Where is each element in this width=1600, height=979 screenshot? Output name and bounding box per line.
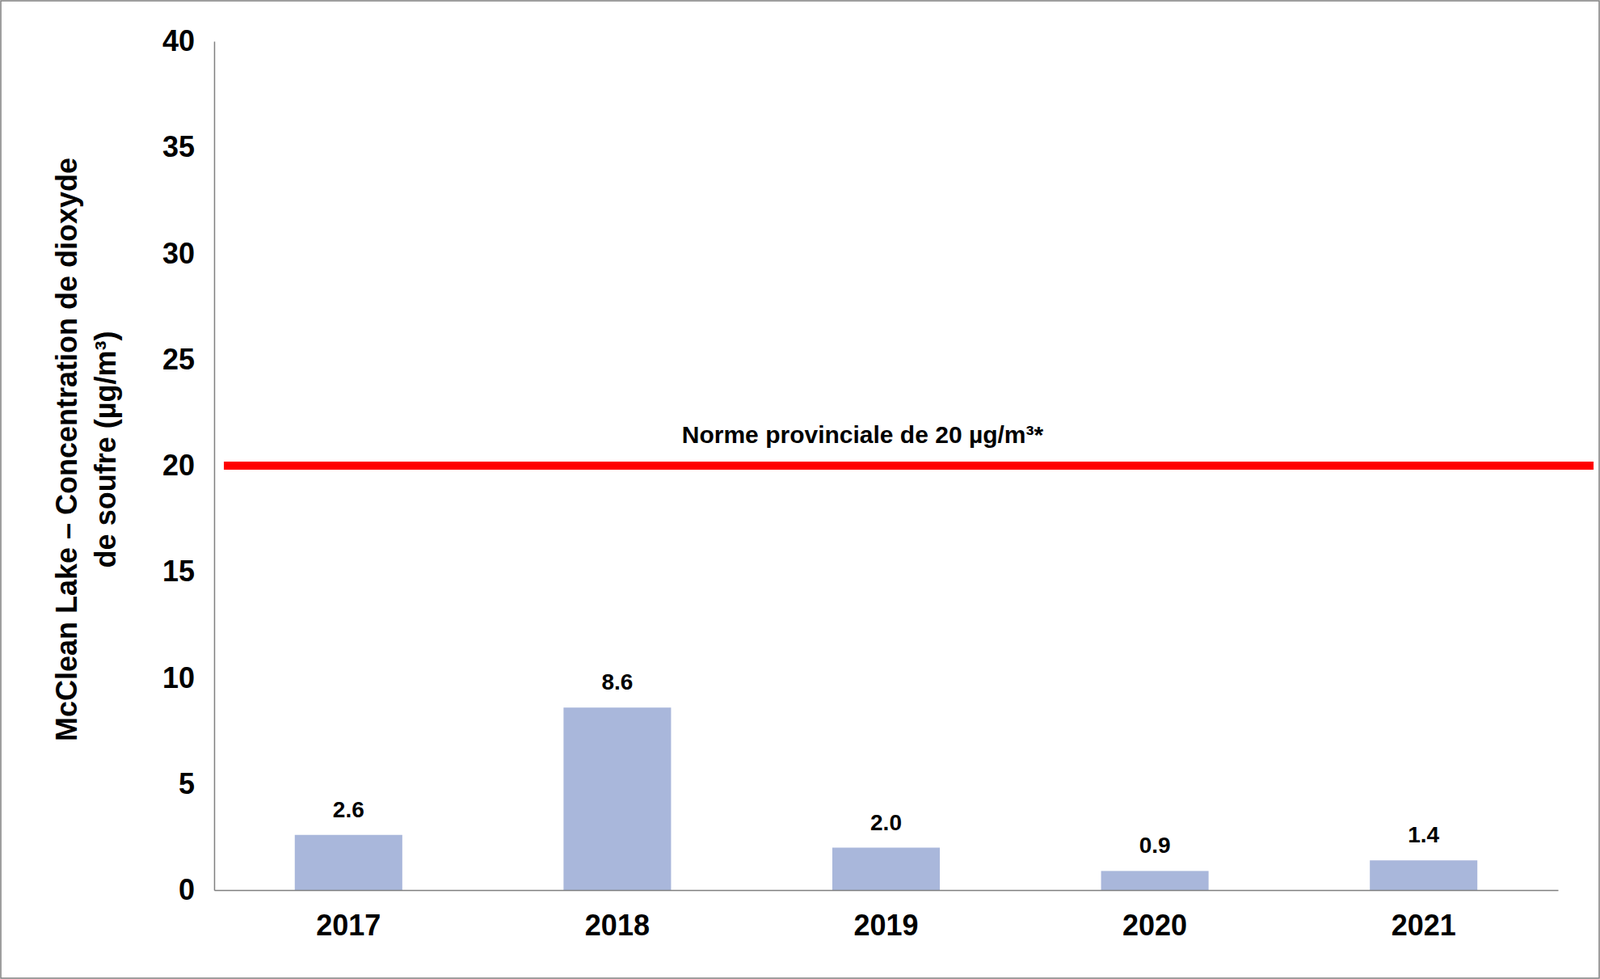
y-tick-label: 10 bbox=[162, 661, 195, 695]
x-tick-label: 2019 bbox=[853, 908, 918, 942]
x-tick-label: 2018 bbox=[585, 908, 650, 942]
y-tick-label: 25 bbox=[162, 342, 195, 376]
y-tick-label: 0 bbox=[178, 872, 195, 906]
y-axis-title: McClean Lake – Concentration de dioxyde bbox=[50, 157, 84, 742]
reference-line bbox=[223, 461, 1594, 470]
y-axis: 0 5 10 15 20 25 30 35 40 bbox=[162, 24, 215, 906]
frame bbox=[0, 0, 1600, 978]
y-tick: 15 bbox=[162, 554, 215, 588]
y-tick: 30 bbox=[162, 236, 215, 270]
bar bbox=[832, 847, 940, 891]
y-axis-title: de soufre (µg/m³) bbox=[88, 331, 123, 569]
x-tick: 2019 bbox=[853, 889, 918, 942]
x-tick-label: 2020 bbox=[1122, 908, 1188, 942]
y-tick: 5 bbox=[178, 766, 215, 800]
y-tick: 40 bbox=[162, 24, 215, 58]
reference-label: Norme provinciale de 20 µg/m³* bbox=[682, 421, 1045, 448]
data-label: 2.0 bbox=[870, 809, 902, 835]
y-tick-label: 35 bbox=[162, 130, 195, 164]
y-tick-label: 15 bbox=[162, 554, 195, 588]
bar bbox=[294, 834, 403, 890]
y-tick-label: 20 bbox=[162, 448, 195, 482]
data-label: 0.9 bbox=[1139, 832, 1171, 858]
x-tick-label: 2017 bbox=[315, 908, 381, 942]
x-axis-line bbox=[214, 889, 1559, 892]
data-label: 8.6 bbox=[601, 669, 633, 695]
bars bbox=[294, 707, 1478, 890]
y-tick: 35 bbox=[162, 130, 215, 164]
data-label: 2.6 bbox=[332, 796, 365, 822]
y-tick: 0 bbox=[178, 872, 215, 906]
data-labels: 2.6 8.6 2.0 0.9 1.4 bbox=[332, 669, 1440, 858]
y-tick: 10 bbox=[162, 661, 215, 695]
bar bbox=[1369, 859, 1478, 890]
x-tick: 2017 bbox=[315, 889, 381, 942]
bar bbox=[563, 707, 671, 890]
y-tick: 20 bbox=[162, 448, 215, 482]
y-tick-label: 30 bbox=[162, 236, 195, 270]
y-tick: 25 bbox=[162, 342, 215, 376]
chart-svg: 0 5 10 15 20 25 30 35 40 2017 2018 2019 2020 2021 2.6 8… bbox=[0, 0, 1600, 979]
y-tick-label: 5 bbox=[178, 766, 195, 800]
x-axis: 2017 2018 2019 2020 2021 bbox=[214, 889, 1559, 942]
bar bbox=[1101, 870, 1209, 890]
x-tick-label: 2021 bbox=[1391, 908, 1457, 942]
data-label: 1.4 bbox=[1407, 821, 1440, 847]
y-axis-line bbox=[214, 42, 216, 891]
y-tick-label: 40 bbox=[162, 24, 195, 58]
x-tick: 2021 bbox=[1391, 889, 1457, 942]
x-tick: 2020 bbox=[1122, 889, 1188, 942]
x-tick: 2018 bbox=[585, 889, 650, 942]
